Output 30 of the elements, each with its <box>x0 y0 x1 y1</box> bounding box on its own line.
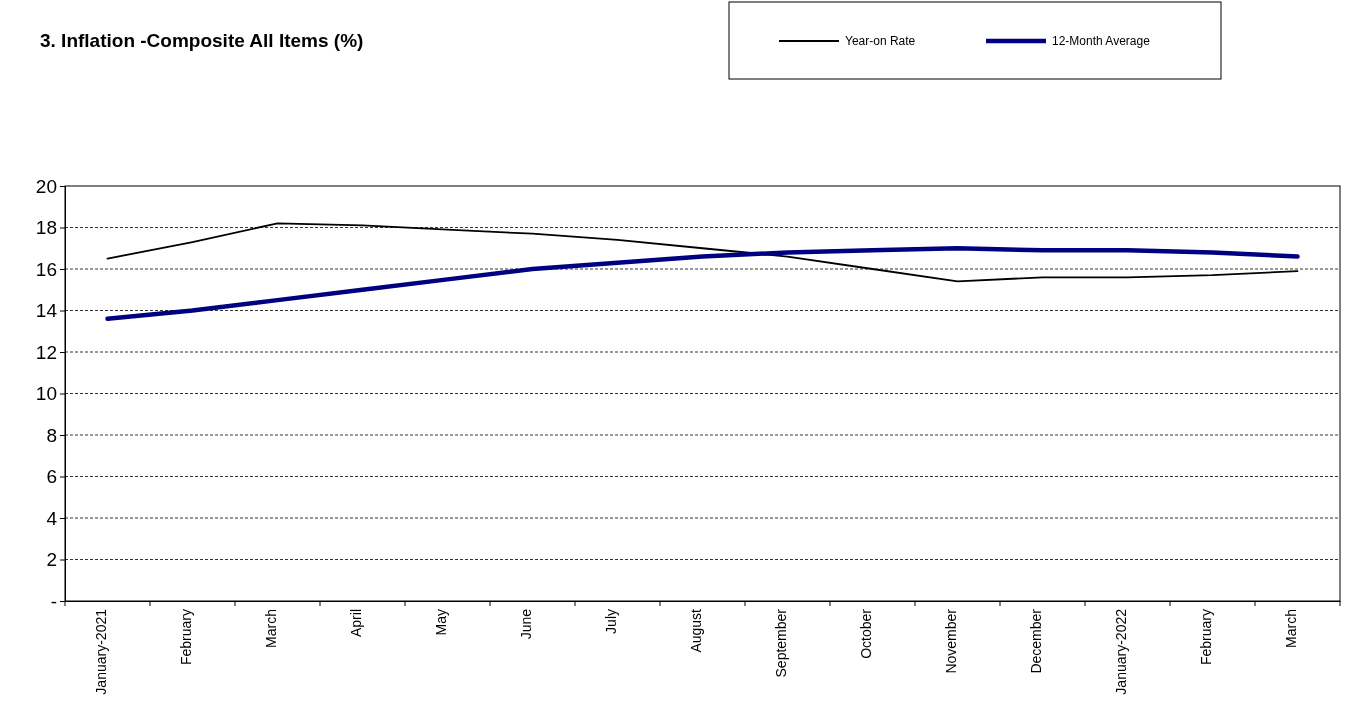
x-tick-label: January-2022 <box>1113 608 1130 695</box>
x-tick-label: August <box>688 608 705 653</box>
x-tick-label: February <box>178 609 195 666</box>
line-series <box>105 246 1300 322</box>
x-tick-label: November <box>943 608 960 674</box>
x-tick-label: October <box>858 608 875 659</box>
y-tick-label: 16 <box>35 258 57 280</box>
y-tick-label: 10 <box>35 383 57 405</box>
y-tick-label: 4 <box>46 507 58 529</box>
y-tick-label: 2 <box>46 549 57 571</box>
x-tick-label: March <box>1283 609 1300 648</box>
y-tick-label: 14 <box>35 300 58 322</box>
chart-title: 3. Inflation -Composite All Items (%) <box>40 30 364 51</box>
x-tick-label: July <box>603 609 620 634</box>
x-tick-label: February <box>1198 609 1215 666</box>
x-tick-label: December <box>1028 608 1045 674</box>
x-tick-label: March <box>263 609 280 648</box>
y-tick-label: - <box>50 590 57 612</box>
x-tick-label: January-2021 <box>93 608 110 695</box>
y-tick-label: 18 <box>35 217 57 239</box>
x-tick-label: May <box>433 609 450 636</box>
x-tick-label: September <box>773 608 790 678</box>
y-tick-label: 6 <box>46 466 57 488</box>
x-tick-label: June <box>518 608 535 640</box>
y-tick-label: 20 <box>35 175 57 197</box>
x-tick-label: April <box>348 609 365 638</box>
legend-label: Year-on Rate <box>845 34 916 48</box>
y-tick-label: 8 <box>46 424 57 446</box>
legend-label: 12-Month Average <box>1052 34 1151 48</box>
y-tick-label: 12 <box>35 341 57 363</box>
